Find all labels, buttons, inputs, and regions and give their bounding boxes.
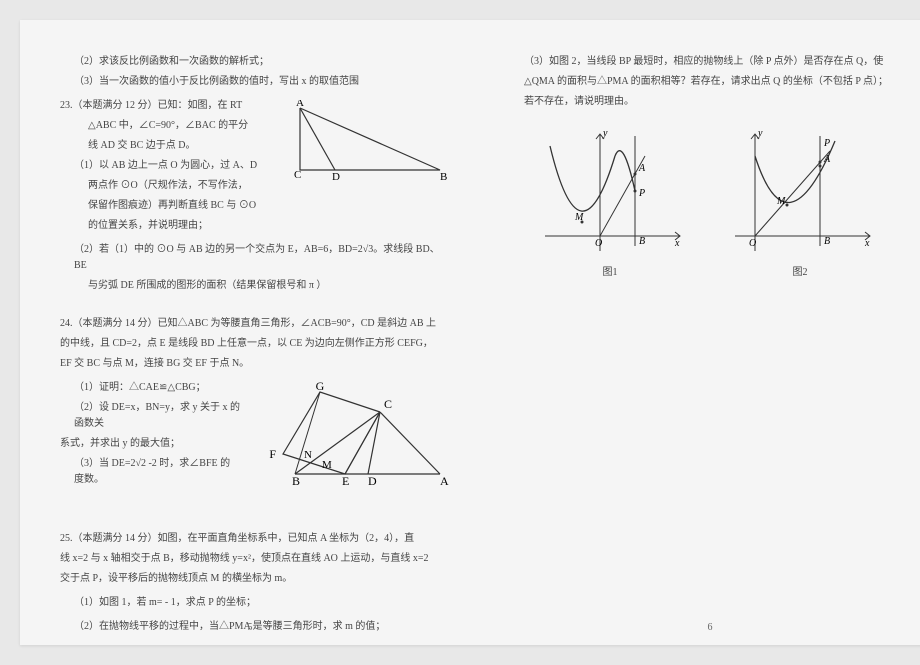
q23-p1d: 的位置关系，并说明理由； (60, 218, 270, 234)
triangle-abc-icon: A C D B (280, 100, 450, 190)
svg-text:B: B (824, 236, 830, 247)
q23-figure: A C D B (280, 100, 450, 193)
q24-l1: 的中线，且 CD=2，点 E 是线段 BD 上任意一点，以 CE 为边向左侧作正… (60, 336, 450, 352)
q24-figure: G C F B E D A N M (250, 382, 450, 495)
svg-text:D: D (332, 171, 340, 183)
q22-part2: （2）求该反比例函数和一次函数的解析式； (60, 54, 450, 70)
svg-text:B: B (440, 171, 447, 183)
q22-part3: （3）当一次函数的值小于反比例函数的值时，写出 x 的取值范围 (60, 74, 450, 90)
q24-body: （1）证明：△CAE≌△CBG； （2）设 DE=x，BN=y，求 y 关于 x… (60, 376, 450, 501)
q25-p3c: 若不存在，请说明理由。 (510, 94, 900, 110)
svg-text:A: A (823, 154, 831, 165)
q24-l2: EF 交 BC 与点 M，连接 BG 交 EF 于点 N。 (60, 356, 450, 372)
svg-text:P: P (638, 188, 645, 199)
svg-text:M: M (574, 212, 584, 223)
fig2-label: 图2 (725, 263, 875, 278)
svg-text:O: O (595, 238, 602, 249)
q23-p2a: （2）若（1）中的 ⊙O 与 AB 边的另一个交点为 E，AB=6，BD=2√3… (60, 242, 450, 274)
q25-figures: O y x A P B M 图1 (510, 126, 900, 278)
svg-text:E: E (342, 474, 349, 488)
q25-l1: 线 x=2 与 x 轴相交于点 B，移动抛物线 y=x²，使顶点在直线 AO 上… (60, 551, 450, 567)
q23-p1a: （1）以 AB 边上一点 O 为圆心，过 A、D (60, 158, 270, 174)
q24-p2a: （2）设 DE=x，BN=y，求 y 关于 x 的函数关 (60, 400, 240, 432)
q23-l1: △ABC 中，∠C=90°，∠BAC 的平分 (60, 118, 270, 134)
fig1-label: 图1 (535, 263, 685, 278)
svg-text:C: C (384, 397, 392, 411)
q25-l2: 交于点 P，设平移后的抛物线顶点 M 的横坐标为 m。 (60, 571, 450, 587)
svg-text:x: x (674, 238, 680, 249)
svg-text:M: M (776, 196, 786, 207)
q25-p2: （2）在抛物线平移的过程中，当△PMA 是等腰三角形时，求 m 的值； (60, 619, 450, 635)
svg-text:O: O (749, 238, 756, 249)
svg-text:y: y (602, 128, 608, 139)
svg-text:B: B (639, 236, 645, 247)
q23-p1c: 保留作图痕迹）再判断直线 BC 与 ⊙O (60, 198, 270, 214)
q25-p3a: （3）如图 2，当线段 BP 最短时，相应的抛物线上（除 P 点外）是否存在点 … (510, 54, 900, 70)
parabola-fig1-icon: O y x A P B M (535, 126, 685, 256)
q23-head: 23.（本题满分 12 分）已知：如图，在 RT (60, 98, 270, 114)
svg-text:A: A (638, 163, 646, 174)
svg-text:M: M (322, 459, 332, 471)
svg-text:A: A (440, 474, 449, 488)
q24-head: 24.（本题满分 14 分）已知△ABC 为等腰直角三角形，∠ACB=90°，C… (60, 316, 450, 332)
q25-head: 25.（本题满分 14 分）如图，在平面直角坐标系中，已知点 A 坐标为（2，4… (60, 531, 450, 547)
page-number-left: 5 (248, 622, 253, 633)
svg-text:G: G (316, 382, 325, 393)
svg-text:y: y (757, 128, 763, 139)
parabola-fig2-icon: O y x A P B M (725, 126, 875, 256)
svg-text:F: F (269, 447, 276, 461)
q23-l2: 线 AD 交 BC 边于点 D。 (60, 138, 270, 154)
svg-text:C: C (294, 169, 301, 181)
q24-p2b: 系式，并求出 y 的最大值； (60, 436, 240, 452)
q23-p1b: 两点作 ⊙O（尺规作法，不写作法， (60, 178, 270, 194)
q23-block: 23.（本题满分 12 分）已知：如图，在 RT △ABC 中，∠C=90°，∠… (60, 94, 450, 238)
q25-p1: （1）如图 1，若 m= - 1，求点 P 的坐标； (60, 595, 450, 611)
square-cefg-icon: G C F B E D A N M (250, 382, 450, 492)
svg-text:A: A (296, 100, 304, 109)
q25-p3b: △QMA 的面积与△PMA 的面积相等？若存在，请求出点 Q 的坐标（不包括 P… (510, 74, 900, 90)
svg-text:x: x (864, 238, 870, 249)
exam-sheet: （2）求该反比例函数和一次函数的解析式； （3）当一次函数的值小于反比例函数的值… (20, 20, 920, 645)
q24-p1: （1）证明：△CAE≌△CBG； (60, 380, 240, 396)
q24-p3: （3）当 DE=2√2 -2 时，求∠BFE 的度数。 (60, 456, 240, 488)
q25-fig1: O y x A P B M 图1 (535, 126, 685, 278)
page-right: （3）如图 2，当线段 BP 最短时，相应的抛物线上（除 P 点外）是否存在点 … (480, 20, 920, 645)
svg-text:B: B (292, 474, 300, 488)
svg-text:D: D (368, 474, 377, 488)
svg-text:N: N (304, 449, 312, 461)
q25-fig2: O y x A P B M 图2 (725, 126, 875, 278)
q23-p2b: 与劣弧 DE 所围成的图形的面积（结果保留根号和 π ） (60, 278, 450, 294)
page-number-right: 6 (708, 622, 713, 633)
page-left: （2）求该反比例函数和一次函数的解析式； （3）当一次函数的值小于反比例函数的值… (20, 20, 480, 645)
svg-text:P: P (823, 138, 830, 149)
